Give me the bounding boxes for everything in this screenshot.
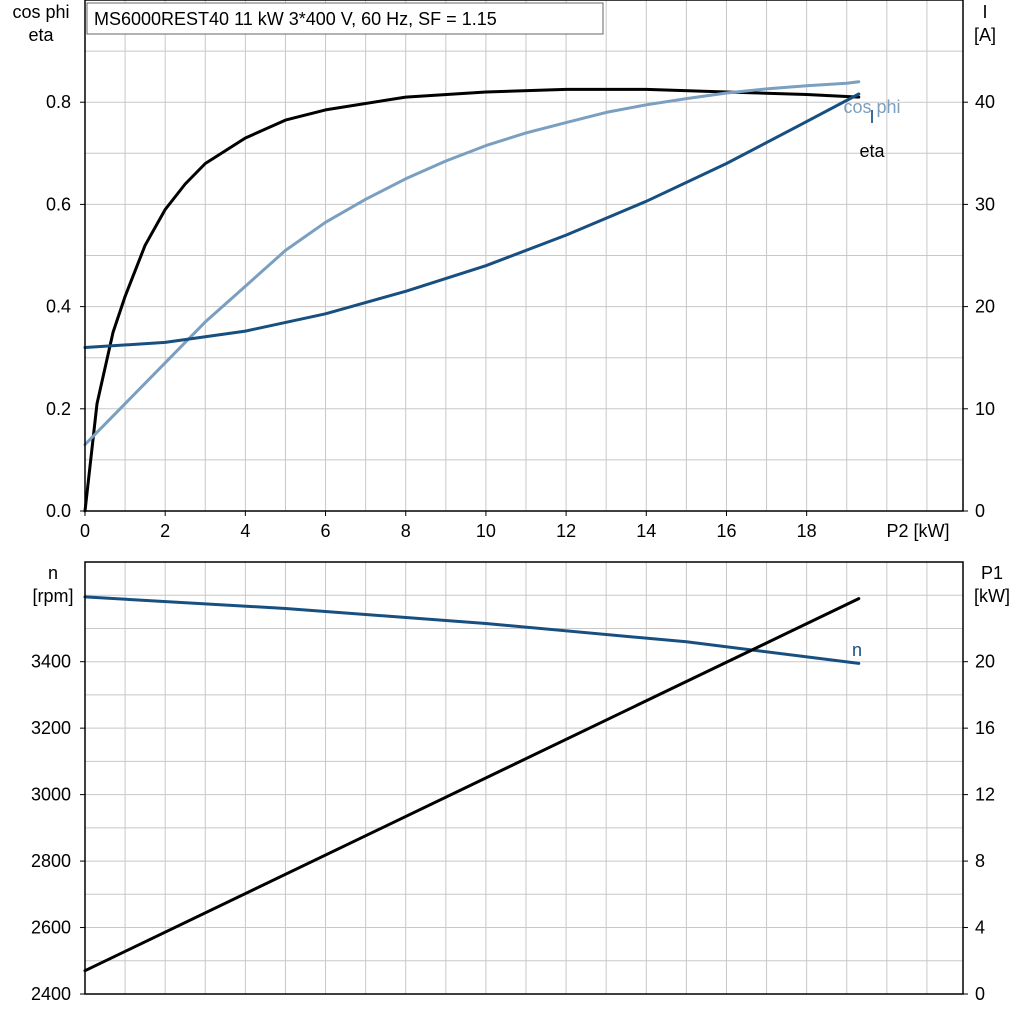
- title-box: [86, 2, 604, 35]
- x-tick-label: 18: [797, 521, 817, 541]
- bottom-right-tick-label: 4: [975, 918, 985, 938]
- x-tick-label: 8: [401, 521, 411, 541]
- top-series-line-eta: [83, 87, 861, 513]
- bottom-tick-labels: 2400 2600 2800 3000 3200 3400 0 4 8 12 16 20: [31, 652, 995, 1004]
- x-tick-label: 16: [716, 521, 736, 541]
- top-right-tick-label: 0: [975, 501, 985, 521]
- bottom-series-line-p1: [83, 597, 861, 973]
- x-tick-label: 12: [556, 521, 576, 541]
- top-tick-labels: 0.0 0.2 0.4 0.6 0.8 0 10 20 30 40 0 2 4 6 8 10 12 14 16 18: [46, 92, 995, 541]
- bottom-left-tick-label: 2800: [31, 851, 71, 871]
- top-series-line-i: [83, 92, 861, 349]
- chart-title: MS6000REST40 11 kW 3*400 V, 60 Hz, SF = …: [94, 9, 497, 29]
- bottom-series-line-n: [83, 595, 861, 665]
- series-label-i: I: [869, 107, 874, 127]
- top-left-axis-label-2: eta: [28, 25, 54, 45]
- top-right-axis-label-1: I: [982, 2, 987, 22]
- series-label-n: n: [852, 640, 862, 660]
- bottom-right-tick-label: 16: [975, 718, 995, 738]
- bottom-left-tick-label: 2400: [31, 984, 71, 1004]
- x-tick-label: 6: [321, 521, 331, 541]
- bottom-left-axis-label-2: [rpm]: [32, 586, 73, 606]
- top-right-tick-label: 20: [975, 297, 995, 317]
- bottom-right-tick-label: 20: [975, 652, 995, 672]
- x-tick-label: 4: [240, 521, 250, 541]
- top-right-tick-label: 10: [975, 399, 995, 419]
- top-right-tick-label: 30: [975, 194, 995, 214]
- x-tick-label: 0: [80, 521, 90, 541]
- series-label-cos-phi: cos phi: [843, 97, 900, 117]
- top-plot-frame: [84, 0, 964, 512]
- x-tick-label: 2: [160, 521, 170, 541]
- bottom-series: [83, 595, 861, 973]
- bottom-right-axis-label-2: [kW]: [974, 586, 1010, 606]
- top-right-axis-label-2: [A]: [974, 25, 996, 45]
- x-tick-label: 14: [636, 521, 656, 541]
- bottom-right-axis-label-1: P1: [981, 563, 1003, 583]
- bottom-left-tick-label: 3000: [31, 785, 71, 805]
- top-left-tick-label: 0.8: [46, 92, 71, 112]
- bottom-right-tick-label: 12: [975, 785, 995, 805]
- top-left-tick-label: 0.0: [46, 501, 71, 521]
- top-left-axis-label-1: cos phi: [12, 2, 69, 22]
- top-left-tick-label: 0.4: [46, 297, 71, 317]
- x-axis-label: P2 [kW]: [886, 521, 949, 541]
- series-label-eta: eta: [859, 141, 885, 161]
- bottom-right-tick-label: 8: [975, 851, 985, 871]
- bottom-left-axis-label-1: n: [48, 563, 58, 583]
- bottom-panel: 2400 2600 2800 3000 3200 3400 0 4 8 12 16 20 n [rpm…: [31, 561, 1010, 1004]
- bottom-left-tick-label: 2600: [31, 918, 71, 938]
- top-left-tick-label: 0.6: [46, 194, 71, 214]
- x-tick-label: 10: [476, 521, 496, 541]
- bottom-left-tick-label: 3400: [31, 652, 71, 672]
- bottom-grid: [85, 562, 963, 994]
- bottom-right-tick-label: 0: [975, 984, 985, 1004]
- bottom-left-tick-label: 3200: [31, 718, 71, 738]
- top-series-line-cos-phi: [83, 80, 861, 447]
- top-series: [83, 80, 861, 513]
- bottom-plot-frame: [84, 561, 964, 995]
- top-grid: [85, 0, 963, 511]
- top-right-tick-label: 40: [975, 92, 995, 112]
- top-left-tick-label: 0.2: [46, 399, 71, 419]
